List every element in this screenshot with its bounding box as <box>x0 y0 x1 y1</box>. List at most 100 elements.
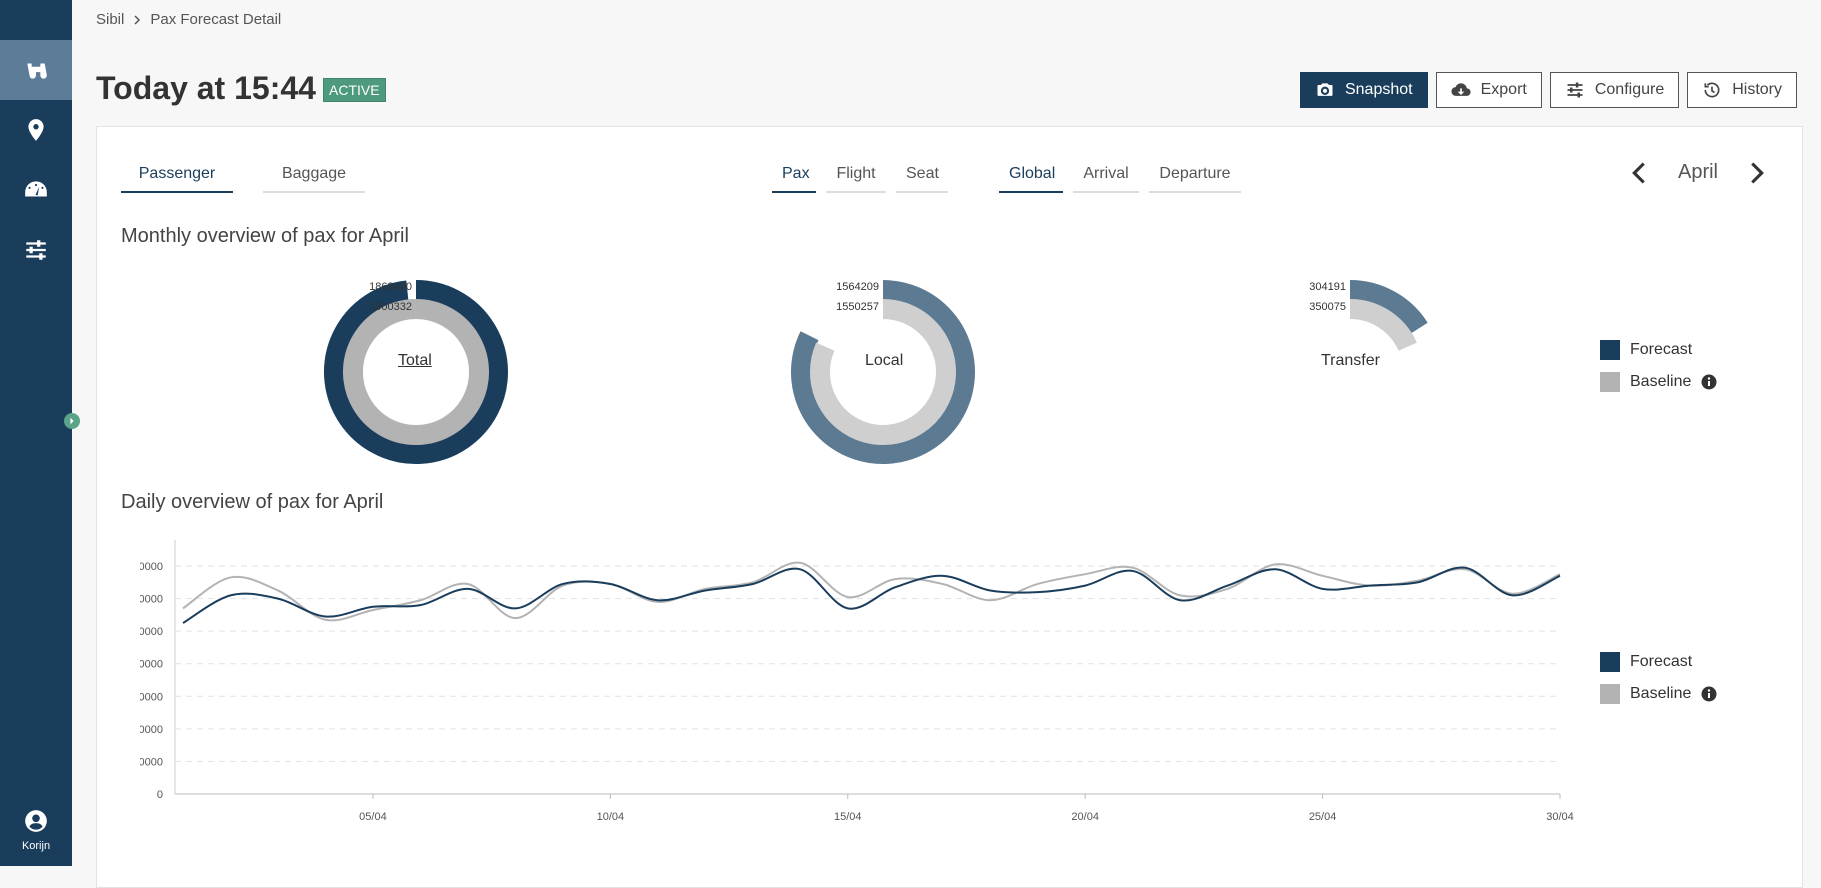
line-series-forecast[interactable] <box>182 566 1561 624</box>
camera-icon <box>1317 83 1333 96</box>
donut-local-label: Local <box>865 352 904 369</box>
y-tick-label: 10000 <box>140 756 163 768</box>
donut-total-forecast-value: 1868400 <box>369 281 412 293</box>
info-icon[interactable] <box>1701 374 1717 390</box>
donut-total <box>324 280 508 464</box>
direction-tabs: Global Arrival Departure <box>999 161 1241 193</box>
y-tick-label: 70000 <box>140 561 163 573</box>
unit-tabs: Pax Flight Seat <box>772 161 948 193</box>
donut-total-label[interactable]: Total <box>398 352 432 369</box>
donut-arc-baseline[interactable] <box>342 299 489 445</box>
info-icon[interactable] <box>1701 686 1717 702</box>
chevron-right-icon <box>70 417 74 425</box>
donut-arc-forecast[interactable] <box>791 280 975 464</box>
tab-pax[interactable]: Pax <box>772 161 816 193</box>
legend-forecast-swatch <box>1600 652 1620 672</box>
export-button[interactable]: Export <box>1435 72 1542 108</box>
breadcrumb: Sibil Pax Forecast Detail <box>96 11 281 28</box>
action-toolbar: Snapshot Export Configure History <box>1299 72 1797 108</box>
month-navigator: April <box>1630 161 1766 184</box>
tab-seat[interactable]: Seat <box>896 161 948 193</box>
history-icon <box>1704 82 1720 98</box>
y-tick-label: 30000 <box>140 691 163 703</box>
tab-baggage[interactable]: Baggage <box>263 161 365 193</box>
legend-forecast-label: Forecast <box>1630 341 1693 358</box>
y-tick-label: 40000 <box>140 659 163 671</box>
legend-baseline-label: Baseline <box>1630 373 1692 390</box>
breadcrumb-current: Pax Forecast Detail <box>150 11 282 28</box>
x-tick-label: 05/04 <box>359 811 387 823</box>
donut-transfer-forecast-value: 304191 <box>1309 281 1346 293</box>
history-button[interactable]: History <box>1687 72 1797 108</box>
configure-label: Configure <box>1594 81 1665 98</box>
sidebar-item-forecast[interactable] <box>0 40 72 100</box>
donut-arc-baseline[interactable] <box>1349 299 1417 352</box>
donut-local-baseline-value: 1550257 <box>836 301 879 313</box>
monthly-legend: Forecast Baseline <box>1600 334 1717 398</box>
x-tick-label: 15/04 <box>834 811 862 823</box>
x-tick-label: 20/04 <box>1071 811 1099 823</box>
daily-overview-title: Daily overview of pax for April <box>121 491 384 513</box>
legend-baseline-swatch <box>1600 684 1620 704</box>
tab-departure[interactable]: Departure <box>1149 161 1241 193</box>
donut-arc-forecast[interactable] <box>324 280 508 464</box>
cloud-download-icon <box>1451 83 1471 96</box>
y-tick-label: 20000 <box>140 724 163 736</box>
x-tick-label: 10/04 <box>597 811 625 823</box>
export-label: Export <box>1480 81 1527 98</box>
map-pin-icon <box>28 119 44 141</box>
donut-local-forecast-value: 1564209 <box>836 281 879 293</box>
x-tick-label: 30/04 <box>1546 811 1574 823</box>
sidebar-item-settings[interactable] <box>0 220 72 280</box>
donut-local <box>791 280 975 464</box>
tab-flight[interactable]: Flight <box>826 161 886 193</box>
y-tick-label: 0 <box>157 789 163 801</box>
dashboard-icon <box>25 181 47 197</box>
breadcrumb-root[interactable]: Sibil <box>96 11 125 28</box>
sliders-icon <box>1567 82 1583 98</box>
x-tick-label: 25/04 <box>1309 811 1337 823</box>
legend-forecast-swatch <box>1600 340 1620 360</box>
chevron-left-icon[interactable] <box>1630 161 1648 184</box>
y-tick-label: 50000 <box>140 626 163 638</box>
month-label: April <box>1677 161 1718 183</box>
sidebar: Korijn <box>0 0 72 866</box>
user-avatar-icon <box>25 810 47 832</box>
user-profile[interactable]: Korijn <box>0 808 72 854</box>
donut-total-baseline-value: 1900332 <box>369 301 412 313</box>
sidebar-item-dashboard[interactable] <box>0 160 72 220</box>
sidebar-collapse-handle[interactable] <box>64 413 80 429</box>
tab-passenger[interactable]: Passenger <box>121 161 233 193</box>
tab-arrival[interactable]: Arrival <box>1073 161 1139 193</box>
chevron-right-icon <box>134 14 141 25</box>
daily-line-chart: 0 10000 20000 30000 40000 50000 60000 70000 05/0… <box>140 540 1574 823</box>
chevron-right-icon[interactable] <box>1748 161 1766 184</box>
donut-transfer-baseline-value: 350075 <box>1309 301 1346 313</box>
status-badge: ACTIVE <box>323 78 386 102</box>
legend-forecast-label: Forecast <box>1630 653 1693 670</box>
monthly-overview-title: Monthly overview of pax for April <box>121 225 409 247</box>
sidebar-item-locations[interactable] <box>0 100 72 160</box>
legend-baseline[interactable]: Baseline <box>1600 366 1717 398</box>
configure-button[interactable]: Configure <box>1549 72 1680 108</box>
donut-transfer <box>1349 280 1428 352</box>
donut-transfer-label: Transfer <box>1321 352 1380 369</box>
daily-legend: Forecast Baseline <box>1600 646 1717 710</box>
y-tick-label: 60000 <box>140 594 163 606</box>
donut-arc-forecast[interactable] <box>1349 280 1428 334</box>
sliders-icon <box>26 240 46 260</box>
legend-baseline-label: Baseline <box>1630 685 1692 702</box>
snapshot-button[interactable]: Snapshot <box>1299 72 1428 108</box>
line-series-baseline[interactable] <box>182 561 1561 622</box>
user-name: Korijn <box>21 840 51 852</box>
legend-baseline-swatch <box>1600 372 1620 392</box>
legend-forecast[interactable]: Forecast <box>1600 334 1717 366</box>
binoculars-icon <box>27 63 47 79</box>
legend-forecast[interactable]: Forecast <box>1600 646 1717 678</box>
tab-global[interactable]: Global <box>999 161 1063 193</box>
snapshot-label: Snapshot <box>1344 81 1413 98</box>
type-tabs: Passenger Baggage <box>121 161 365 193</box>
legend-baseline[interactable]: Baseline <box>1600 678 1717 710</box>
donut-arc-baseline[interactable] <box>810 299 956 445</box>
page-title: Today at 15:44 <box>96 70 316 106</box>
